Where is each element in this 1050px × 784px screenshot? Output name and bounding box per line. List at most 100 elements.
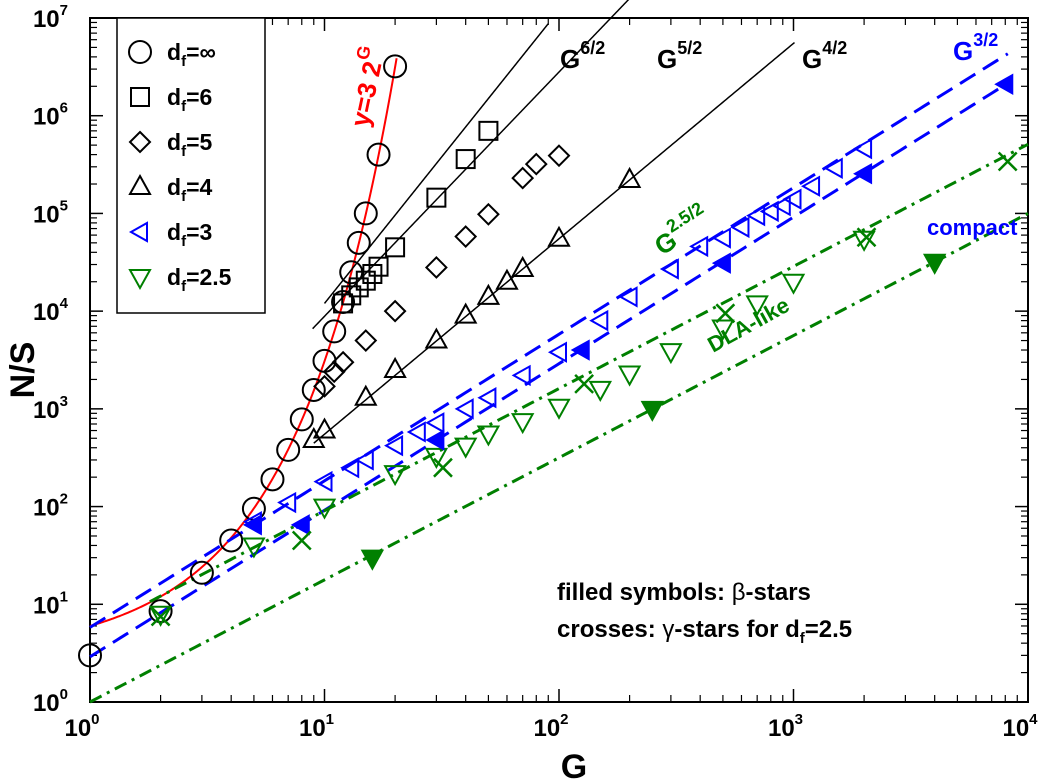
data-point: [340, 456, 360, 479]
data-point: [771, 194, 791, 217]
x-axis-label: G: [561, 748, 587, 784]
series-3: [302, 166, 642, 449]
fit-line: [89, 81, 1009, 659]
data-point: [148, 599, 173, 624]
data-point: [617, 166, 642, 188]
fit-line: [323, 23, 549, 304]
annotation-label: G5/2: [657, 38, 702, 74]
data-point: [426, 187, 447, 208]
legend-box: [116, 17, 266, 314]
data-point: [745, 295, 769, 317]
y-tick-label: 106: [33, 100, 68, 131]
x-tick-label: 103: [768, 711, 803, 742]
series-8: [150, 151, 1018, 627]
data-point: [425, 429, 445, 451]
data-point: [322, 360, 346, 384]
data-point: [219, 528, 244, 553]
y-tick-label: 102: [33, 491, 68, 522]
legend-label: df=4: [167, 174, 212, 205]
data-point: [455, 149, 476, 170]
data-point: [384, 434, 404, 457]
data-point: [385, 237, 406, 258]
y-tick-label: 104: [33, 295, 69, 326]
fit-line: [89, 212, 1029, 704]
data-point: [453, 437, 478, 459]
data-point: [322, 319, 347, 344]
data-point: [189, 560, 214, 585]
data-point: [454, 398, 474, 420]
data-point: [353, 201, 378, 226]
data-point: [406, 421, 426, 443]
data-point: [291, 530, 312, 551]
legend-symbol: [128, 173, 152, 195]
data-point: [354, 449, 374, 471]
data-point: [424, 256, 448, 279]
y-axis-label: N/S: [4, 342, 42, 399]
data-point: [659, 343, 683, 365]
data-point: [524, 152, 548, 176]
data-point: [331, 350, 355, 374]
note-crosses: crosses: γ-stars for df=2.5: [557, 616, 852, 647]
data-point: [574, 374, 595, 394]
data-point: [617, 365, 642, 387]
data-point: [312, 417, 337, 439]
data-point: [312, 498, 337, 520]
data-point: [242, 537, 266, 559]
data-point: [148, 605, 173, 627]
data-point: [510, 255, 535, 277]
annotation-label: compact: [927, 215, 1018, 240]
data-point: [547, 225, 571, 247]
legend-symbol: [128, 40, 152, 64]
data-point: [856, 227, 877, 248]
legend-item: df=∞: [128, 39, 216, 70]
data-point: [476, 425, 501, 447]
data-point: [366, 142, 391, 167]
data-point: [78, 643, 102, 668]
data-point: [589, 309, 609, 332]
data-point: [277, 491, 297, 514]
data-point: [313, 374, 336, 398]
data-point: [510, 413, 535, 435]
data-point: [853, 162, 873, 185]
notes-block: filled symbols: β-stars crosses: γ-stars …: [557, 579, 852, 647]
annotation-label: y=3 2G: [339, 44, 391, 130]
data-point: [547, 398, 571, 420]
data-point: [260, 467, 285, 492]
legend-label: df=3: [167, 219, 212, 250]
data-point: [290, 514, 310, 536]
markers-layer: [78, 54, 1018, 668]
data-point: [354, 329, 378, 352]
data-point: [383, 299, 407, 323]
data-point: [368, 256, 389, 277]
annotation-label: G4/2: [802, 38, 847, 74]
data-point: [547, 144, 571, 168]
data-point: [994, 73, 1014, 95]
data-point: [454, 225, 478, 248]
legend: df=∞ df=6 df=5 df=4 df=3 df=2.5: [116, 17, 266, 314]
axis-labels: G N/S: [4, 342, 587, 784]
data-point: [711, 227, 731, 249]
data-point: [659, 258, 679, 280]
annotation-label: G6/2: [560, 38, 605, 74]
data-point: [424, 327, 449, 349]
data-point: [362, 263, 383, 284]
data-point: [997, 151, 1018, 172]
data-point: [801, 175, 821, 197]
y-tick-label: 101: [33, 588, 68, 619]
data-point: [313, 470, 333, 493]
series-6: [242, 73, 1014, 536]
data-point: [922, 253, 947, 275]
annotation-label: G3/2: [953, 30, 998, 66]
legend-item: df=2.5: [128, 264, 232, 295]
data-point: [730, 216, 750, 239]
data-point: [433, 457, 453, 478]
data-point: [346, 230, 371, 255]
legend-label: df=2.5: [167, 264, 232, 295]
legend-label: df=5: [167, 129, 212, 160]
data-point: [383, 54, 408, 79]
data-point: [150, 606, 171, 627]
data-point: [354, 384, 378, 406]
data-point: [823, 157, 843, 179]
data-point: [242, 514, 262, 536]
